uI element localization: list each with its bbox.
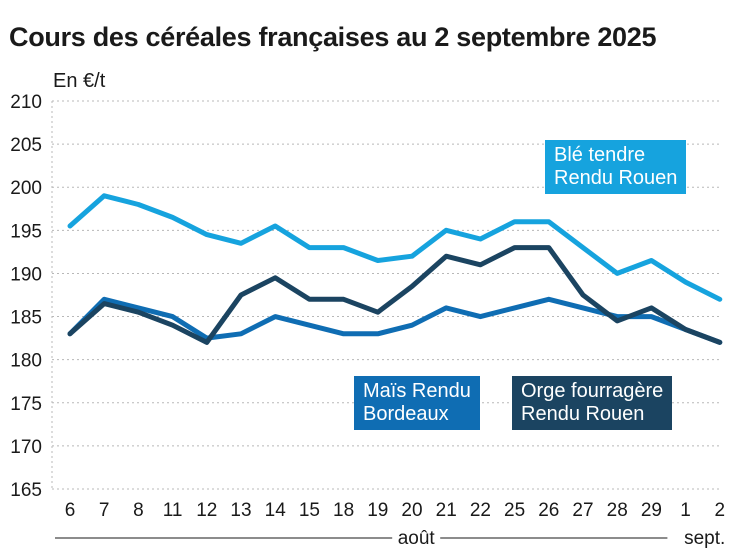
y-tick-label: 175 bbox=[10, 394, 42, 415]
x-tick-label: 1 bbox=[680, 500, 691, 521]
y-axis-ticks: 165 170 175 180 185 190 195 200 205 210 bbox=[10, 92, 42, 501]
x-tick-label: 18 bbox=[333, 500, 354, 521]
x-tick-label: 12 bbox=[196, 500, 217, 521]
series-label-line: Bordeaux bbox=[363, 403, 449, 425]
series-lines bbox=[67, 193, 723, 345]
x-tick-label: 20 bbox=[401, 500, 422, 521]
y-tick-label: 180 bbox=[10, 351, 42, 372]
series-label-line: Rendu Rouen bbox=[554, 167, 678, 189]
y-axis-unit-label: En €/t bbox=[53, 70, 106, 92]
x-tick-label: 29 bbox=[641, 500, 662, 521]
y-tick-label: 210 bbox=[10, 92, 42, 113]
y-tick-label: 195 bbox=[10, 221, 42, 242]
y-tick-label: 185 bbox=[10, 308, 42, 329]
x-tick-label: 13 bbox=[230, 500, 251, 521]
series-label-line: Orge fourragère bbox=[521, 380, 664, 402]
x-tick-label: 26 bbox=[538, 500, 559, 521]
series-label-mais: Maïs Rendu Bordeaux bbox=[354, 376, 480, 430]
y-tick-label: 200 bbox=[10, 178, 42, 199]
month-label-aout: août bbox=[398, 528, 436, 549]
x-tick-label: 22 bbox=[470, 500, 491, 521]
x-tick-label: 25 bbox=[504, 500, 525, 521]
series-label-line: Maïs Rendu bbox=[363, 380, 471, 402]
series-label-orge: Orge fourragère Rendu Rouen bbox=[512, 376, 673, 430]
x-tick-label: 2 bbox=[715, 500, 726, 521]
x-tick-label: 6 bbox=[65, 500, 76, 521]
x-axis-ticks: 6 7 8 11 12 13 14 15 18 19 20 21 22 25 26 27 28 29 1 2 bbox=[65, 500, 725, 521]
y-tick-label: 190 bbox=[10, 264, 42, 285]
chart-title: Cours des céréales françaises au 2 septe… bbox=[9, 22, 657, 52]
x-tick-label: 14 bbox=[265, 500, 287, 521]
x-tick-label: 15 bbox=[299, 500, 320, 521]
month-label-sept: sept. bbox=[684, 528, 725, 549]
series-label-ble-tendre: Blé tendre Rendu Rouen bbox=[545, 140, 687, 194]
y-tick-label: 170 bbox=[10, 437, 42, 458]
series-line-ble-tendre bbox=[67, 193, 723, 302]
x-tick-label: 19 bbox=[367, 500, 388, 521]
series-label-line: Blé tendre bbox=[554, 144, 646, 166]
y-tick-label: 165 bbox=[10, 480, 42, 501]
month-axis: août sept. bbox=[55, 528, 725, 549]
series-label-line: Rendu Rouen bbox=[521, 403, 645, 425]
x-tick-label: 28 bbox=[607, 500, 628, 521]
x-tick-label: 21 bbox=[436, 500, 457, 521]
y-tick-label: 205 bbox=[10, 135, 42, 156]
x-tick-label: 11 bbox=[163, 500, 183, 521]
series-line-orge bbox=[67, 245, 723, 345]
x-tick-label: 27 bbox=[572, 500, 593, 521]
x-tick-label: 8 bbox=[133, 500, 144, 521]
x-tick-label: 7 bbox=[99, 500, 110, 521]
